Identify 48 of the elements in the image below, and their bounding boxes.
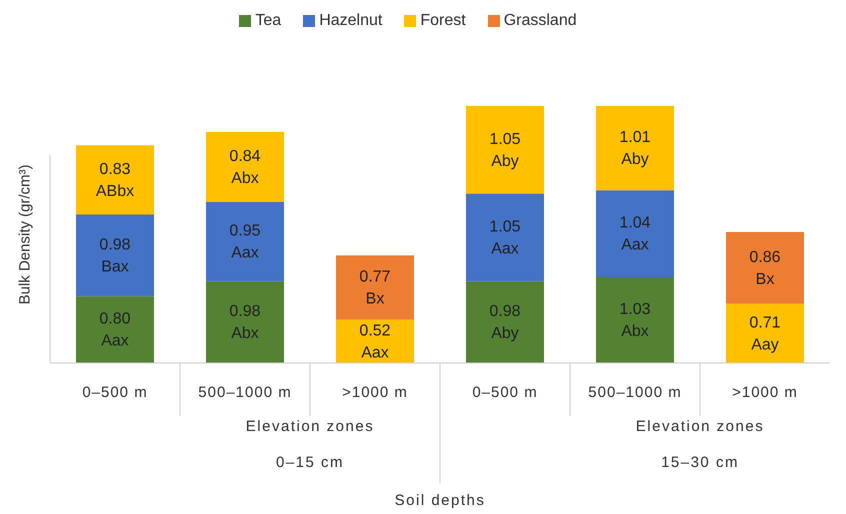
data-label: 0.80 Aax [99, 310, 131, 350]
bar [206, 281, 284, 363]
bar [466, 106, 544, 194]
data-label: 0.98 Abx [229, 303, 261, 342]
bar [466, 194, 544, 282]
x-tick-label: >1000 m [342, 384, 408, 401]
text: Elevation zones [636, 418, 764, 435]
bar [466, 281, 544, 363]
text: Elevation zones [246, 418, 374, 435]
bar [206, 202, 284, 282]
y-axis-title: Bulk Density (gr/cm³) [16, 164, 34, 304]
data-label: 0.95 Aax [229, 222, 261, 262]
data-label: 1.05 Aax [489, 218, 521, 258]
x-tick-label: 500–1000 m [588, 384, 682, 401]
bar [206, 132, 284, 202]
legend-label: Tea [255, 12, 282, 29]
bar [596, 106, 674, 190]
x-tick-label: 0–500 m [472, 384, 538, 401]
bar [76, 296, 154, 363]
text: Soil depths [394, 492, 486, 509]
text: 15–30 cm [661, 454, 739, 471]
x-tick-label: 500–1000 m [198, 384, 292, 401]
data-label: 0.86 Bx [749, 248, 781, 288]
x-tick-label: 0–500 m [82, 384, 148, 401]
bar [76, 145, 154, 214]
data-label: 1.04 Aax [619, 214, 651, 254]
data-label: 0.98 Aby [489, 303, 521, 342]
legend-label: Grassland [504, 12, 577, 29]
data-label: 1.03 Abx [619, 301, 651, 340]
data-label: 0.52 Aax [359, 322, 391, 362]
data-label: 0.98 Bax [99, 236, 131, 276]
bar [76, 214, 154, 296]
bar [336, 255, 414, 320]
text: 0–15 cm [276, 454, 344, 471]
data-label: 1.01 Aby [619, 129, 651, 168]
bar [726, 232, 804, 304]
data-label: 1.05 Aby [489, 130, 521, 170]
bar [336, 320, 414, 363]
bar [596, 190, 674, 278]
data-label: 0.71 Aay [749, 314, 781, 354]
data-label: 0.77 Bx [359, 268, 391, 308]
data-label: 0.83 ABbx [96, 160, 134, 200]
legend-label: Hazelnut [319, 12, 382, 29]
data-label: 0.84 Abx [229, 148, 261, 187]
bar [596, 277, 674, 363]
legend-label: Forest [420, 12, 466, 29]
bar [726, 304, 804, 363]
x-tick-label: >1000 m [732, 384, 798, 401]
